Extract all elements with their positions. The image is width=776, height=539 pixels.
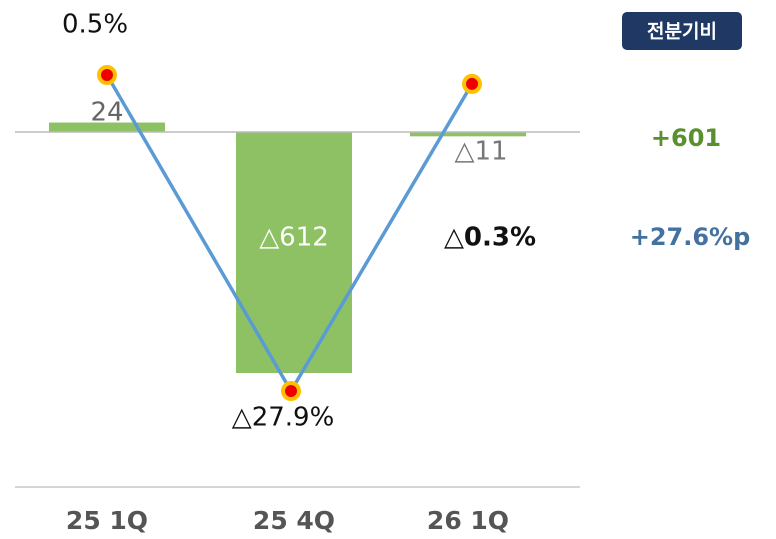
marker <box>281 381 301 401</box>
marker <box>462 73 482 94</box>
line-label: △0.3% <box>444 223 536 253</box>
bar-label: △612 <box>259 223 329 253</box>
bar-label: △11 <box>454 137 507 167</box>
bar <box>49 122 165 132</box>
marker <box>97 65 117 85</box>
line-label: △27.9% <box>232 403 335 433</box>
line-change: +27.6%p <box>630 223 751 251</box>
x-tick-label: 25 4Q <box>253 506 335 535</box>
x-tick-label: 25 1Q <box>66 506 148 535</box>
bar <box>410 132 526 137</box>
bar-change: +601 <box>651 124 721 152</box>
badge-bg <box>622 12 742 50</box>
line-label: 0.5% <box>62 10 128 40</box>
x-tick-label: 26 1Q <box>427 506 509 535</box>
bar-label: 24 <box>90 98 123 128</box>
bar <box>236 132 352 373</box>
badge: 전분기비 <box>647 21 717 43</box>
